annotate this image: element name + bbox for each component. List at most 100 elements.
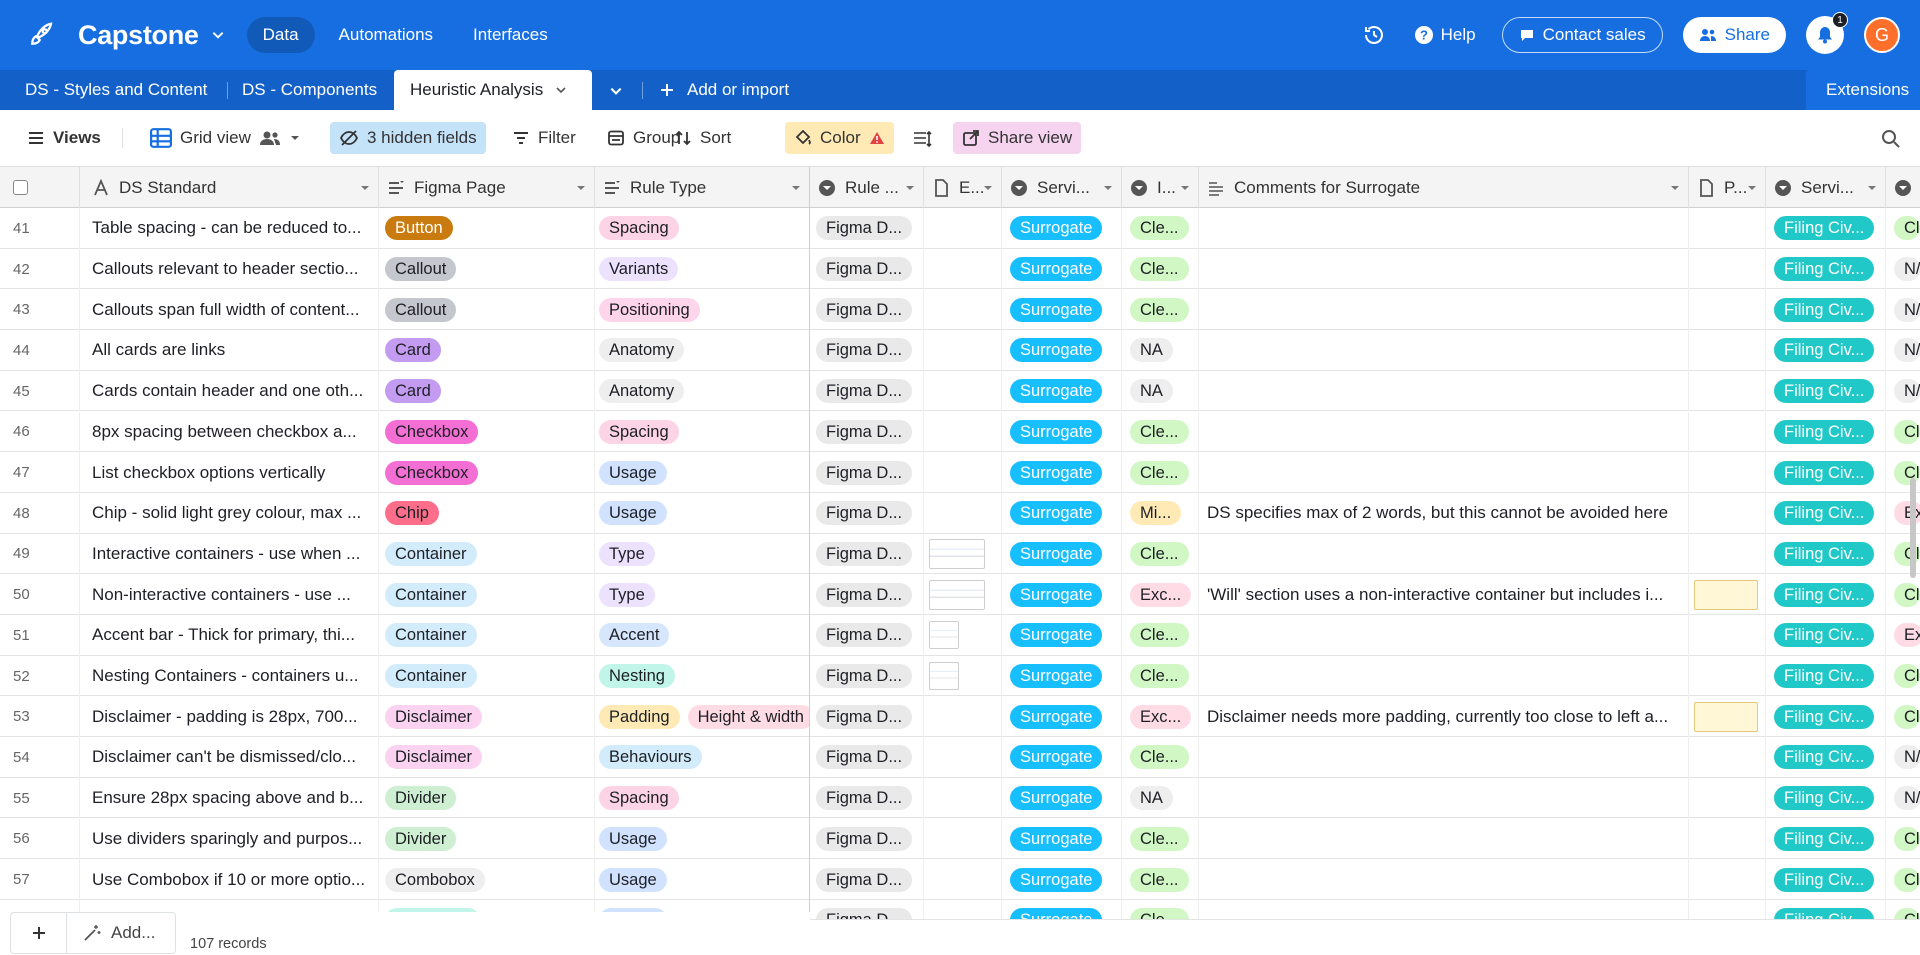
figma-page-cell[interactable]: Chip — [379, 492, 595, 534]
issue-cell[interactable]: Cle... — [1122, 533, 1199, 575]
rule-type-cell[interactable]: Behaviours — [595, 737, 810, 778]
chevron-down-icon[interactable] — [576, 183, 586, 193]
rule-link-cell[interactable]: Figma D... — [810, 574, 924, 615]
select-all-checkbox[interactable] — [13, 180, 28, 195]
rule-type-cell[interactable]: Usage — [595, 818, 810, 860]
column-header-example[interactable]: E... — [924, 167, 1002, 208]
comments-cell[interactable] — [1199, 289, 1689, 330]
attachment-thumbnail[interactable] — [929, 538, 985, 569]
example-cell[interactable] — [924, 899, 1002, 919]
proof-cell[interactable] — [1689, 411, 1766, 453]
service-2-cell[interactable]: Filing Civ... — [1766, 655, 1886, 697]
comments-cell[interactable] — [1199, 899, 1689, 919]
rule-link-cell[interactable]: Figma D... — [810, 533, 924, 575]
overflow-cell[interactable]: Cl — [1886, 696, 1920, 737]
ds-standard-cell[interactable]: Non-interactive containers - use ... — [80, 574, 379, 615]
service-cell[interactable]: Surrogate — [1002, 452, 1122, 493]
comments-cell[interactable] — [1199, 818, 1689, 860]
proof-cell[interactable] — [1689, 859, 1766, 900]
chevron-down-icon[interactable] — [1670, 183, 1680, 193]
figma-page-cell[interactable]: Callout — [379, 289, 595, 330]
service-2-cell[interactable]: Filing Civ... — [1766, 411, 1886, 453]
overflow-cell[interactable]: N/ — [1886, 778, 1920, 819]
example-cell[interactable] — [924, 818, 1002, 860]
table-row[interactable]: 51 Accent bar - Thick for primary, thi...… — [0, 615, 1920, 656]
tab-ds-styles-and-content[interactable]: DS - Styles and Content — [25, 80, 208, 99]
comments-cell[interactable] — [1199, 248, 1689, 290]
issue-cell[interactable]: Cle... — [1122, 899, 1199, 919]
service-2-cell[interactable]: Filing Civ... — [1766, 696, 1886, 738]
help-button[interactable]: ? Help — [1414, 25, 1476, 45]
figma-page-cell[interactable]: Divider — [379, 818, 595, 860]
issue-cell[interactable]: Cle... — [1122, 452, 1199, 493]
service-cell[interactable]: Surrogate — [1002, 737, 1122, 778]
table-row[interactable]: 55 Ensure 28px spacing above and b... Divi… — [0, 777, 1920, 819]
chevron-down-icon[interactable] — [791, 183, 801, 193]
chevron-down-icon[interactable] — [1180, 183, 1190, 193]
example-cell[interactable] — [924, 615, 1002, 656]
tab-heuristic-analysis[interactable]: Heuristic Analysis — [394, 70, 592, 110]
comments-cell[interactable] — [1199, 208, 1689, 249]
rule-type-cell[interactable]: Usage — [595, 492, 810, 534]
rule-type-cell[interactable]: Type — [595, 533, 810, 575]
nav-automations[interactable]: Automations — [338, 25, 434, 44]
service-2-cell[interactable]: Filing Civ... — [1766, 899, 1886, 919]
rule-type-cell[interactable]: Anatomy — [595, 370, 810, 412]
example-cell[interactable] — [924, 411, 1002, 453]
issue-cell[interactable]: Exc... — [1122, 574, 1199, 615]
figma-page-cell[interactable]: Checkbox — [379, 452, 595, 493]
column-header-rule-type[interactable]: Rule Type — [595, 167, 810, 208]
issue-cell[interactable]: Cle... — [1122, 655, 1199, 697]
chevron-down-icon[interactable] — [1103, 183, 1113, 193]
proof-cell[interactable] — [1689, 737, 1766, 778]
comments-cell[interactable] — [1199, 411, 1689, 453]
overflow-cell[interactable]: N/ — [1886, 289, 1920, 330]
service-cell[interactable]: Surrogate — [1002, 859, 1122, 900]
rule-type-cell[interactable]: Usage — [595, 859, 810, 900]
ds-standard-cell[interactable]: Interactive containers - use when ... — [80, 533, 379, 575]
color-button[interactable]: Color — [785, 122, 894, 154]
table-row[interactable]: 43 Callouts span full width of content...… — [0, 289, 1920, 330]
add-more-button[interactable]: Add... — [66, 912, 176, 954]
attachment-thumbnail[interactable] — [929, 662, 959, 691]
column-header-rule-link[interactable]: Rule ... — [810, 167, 924, 208]
comments-cell[interactable] — [1199, 533, 1689, 575]
figma-page-cell[interactable]: Disclaimer — [379, 737, 595, 778]
proof-cell[interactable] — [1689, 248, 1766, 290]
overflow-cell[interactable]: Cl — [1886, 412, 1920, 453]
column-header-service-2[interactable]: Servi... — [1766, 167, 1886, 208]
service-cell[interactable]: Surrogate — [1002, 533, 1122, 575]
service-2-cell[interactable]: Filing Civ... — [1766, 452, 1886, 493]
ds-standard-cell[interactable]: All cards are links — [80, 330, 379, 371]
service-2-cell[interactable]: Filing Civ... — [1766, 289, 1886, 330]
column-header-figma-page[interactable]: Figma Page — [379, 167, 595, 208]
chevron-down-icon[interactable] — [1867, 183, 1877, 193]
service-cell[interactable]: Surrogate — [1002, 777, 1122, 819]
figma-page-cell[interactable]: Card — [379, 330, 595, 371]
rule-link-cell[interactable]: Figma D... — [810, 330, 924, 371]
attachment-thumbnail[interactable] — [929, 621, 959, 650]
rule-type-cell[interactable]: Accent — [595, 615, 810, 656]
service-2-cell[interactable]: Filing Civ... — [1766, 492, 1886, 534]
views-button[interactable]: Views — [18, 122, 110, 154]
ds-standard-cell[interactable]: Callouts relevant to header sectio... — [80, 248, 379, 290]
service-2-cell[interactable]: Filing Civ... — [1766, 737, 1886, 778]
issue-cell[interactable]: NA — [1122, 370, 1199, 412]
extensions-button[interactable]: Extensions — [1806, 70, 1920, 110]
service-cell[interactable]: Surrogate — [1002, 899, 1122, 919]
rule-link-cell[interactable]: Figma D... — [810, 492, 924, 534]
comments-cell[interactable] — [1199, 330, 1689, 371]
nav-data[interactable]: Data — [246, 17, 315, 53]
overflow-cell[interactable]: Cl — [1886, 656, 1920, 697]
issue-cell[interactable]: NA — [1122, 777, 1199, 819]
rule-type-cell[interactable]: Anatomy — [595, 330, 810, 371]
service-cell[interactable]: Surrogate — [1002, 289, 1122, 330]
base-brand[interactable]: Capstone — [26, 20, 225, 51]
column-header-overflow[interactable] — [1886, 167, 1920, 208]
service-2-cell[interactable]: Filing Civ... — [1766, 208, 1886, 249]
all-tables-chevron-icon[interactable] — [609, 84, 623, 98]
example-cell[interactable] — [924, 655, 1002, 697]
issue-cell[interactable]: Cle... — [1122, 859, 1199, 900]
table-row[interactable]: 41 Table spacing - can be reduced to... Bu… — [0, 208, 1920, 249]
overflow-cell[interactable]: N/ — [1886, 330, 1920, 371]
